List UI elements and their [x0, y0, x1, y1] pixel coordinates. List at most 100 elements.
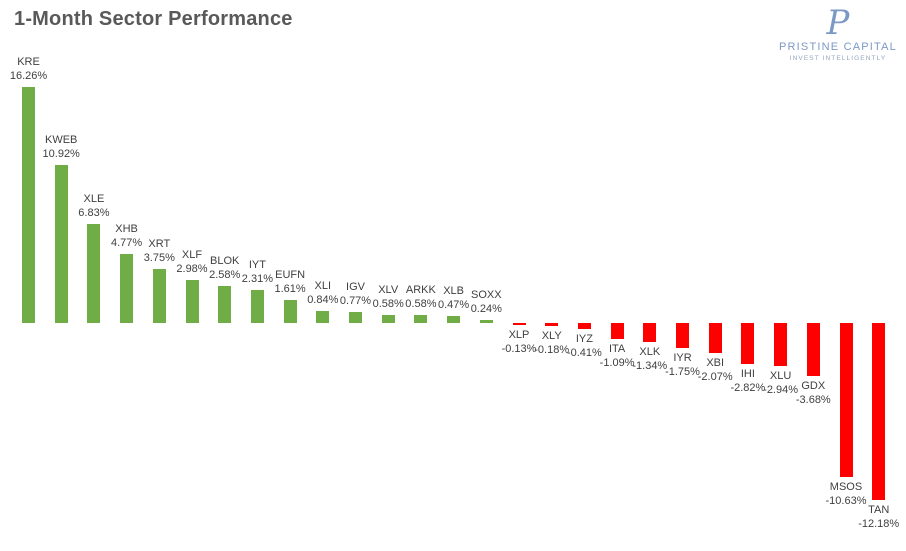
ticker-label: XLY	[541, 329, 562, 342]
bar-label-igv: IGV 0.77%	[324, 280, 388, 308]
logo-company-name: PRISTINE CAPITAL	[778, 41, 898, 53]
ticker-label: IGV	[346, 280, 365, 293]
chart-bar-arkk	[414, 314, 428, 323]
ticker-label: IYT	[248, 258, 266, 271]
chart-bar-blok	[218, 285, 232, 323]
value-label: 4.77%	[110, 236, 143, 249]
ticker-label: IHI	[740, 367, 755, 380]
ticker-label: SOXX	[471, 288, 502, 301]
bar-label-xlb: XLB 0.47%	[422, 284, 486, 312]
value-label: 0.47%	[437, 299, 470, 312]
chart-bar-xlb	[447, 316, 461, 323]
bar-label-xly: XLY -0.18%	[520, 329, 584, 357]
bar-label-kweb: KWEB 10.92%	[29, 133, 93, 161]
value-label: -0.18%	[534, 343, 570, 356]
bar-label-xlp: XLP -0.13%	[487, 328, 551, 356]
value-label: -1.34%	[632, 360, 668, 373]
ticker-label: TAN	[868, 503, 890, 516]
bar-label-soxx: SOXX 0.24%	[454, 288, 518, 316]
ticker-label: EUFN	[275, 268, 306, 281]
value-label: -1.75%	[665, 366, 700, 379]
value-label: -2.82%	[730, 381, 766, 394]
bar-label-ita: ITA -1.09%	[585, 342, 649, 370]
bar-label-iyr: IYR -1.75%	[651, 351, 715, 379]
bar-label-xli: XLI 0.84%	[291, 279, 355, 307]
ticker-label: IYR	[673, 352, 692, 365]
ticker-label: XHB	[115, 222, 138, 235]
bar-label-xlk: XLK -1.34%	[618, 345, 682, 373]
company-logo: P PRISTINE CAPITAL INVEST INTELLIGENTLY	[778, 6, 898, 63]
chart-bar-tan	[872, 323, 886, 500]
ticker-label: IYZ	[575, 332, 593, 345]
value-label: -2.94%	[763, 383, 799, 396]
value-label: 10.92%	[42, 147, 80, 160]
bar-label-tan: TAN -12.18%	[847, 503, 906, 531]
ticker-label: KRE	[17, 56, 40, 69]
chart-bar-igv	[349, 311, 362, 323]
bar-label-gdx: GDX -3.68%	[781, 379, 845, 407]
chart-bar-eufn	[283, 299, 297, 323]
bar-label-iyz: IYZ -0.41%	[552, 332, 616, 360]
chart-bar-iyr	[676, 323, 689, 349]
ticker-label: KWEB	[44, 133, 78, 146]
ticker-label: XLK	[639, 346, 661, 359]
chart-bar-iyz	[577, 323, 591, 329]
chart-bar-xlp	[512, 323, 526, 325]
ticker-label: XBI	[706, 357, 725, 369]
chart-bar-gdx	[806, 323, 820, 377]
chart-bar-xlf	[185, 279, 199, 323]
value-label: -2.07%	[697, 371, 733, 383]
chart-bar-msos	[839, 323, 853, 478]
chart-bar-xly	[545, 323, 559, 326]
ticker-label: BLOK	[210, 254, 240, 267]
ticker-label: XLE	[83, 192, 105, 205]
value-label: -0.41%	[566, 346, 602, 359]
bar-label-xrt: XRT 3.75%	[127, 237, 191, 265]
bar-label-xle: XLE 6.83%	[62, 192, 126, 220]
value-label: -1.09%	[599, 356, 635, 369]
value-label: 6.83%	[78, 206, 110, 219]
bar-label-xlv: XLV 0.58%	[356, 283, 420, 311]
chart-bar-xhb	[120, 253, 134, 323]
bar-label-kre: KRE 16.26%	[0, 55, 61, 83]
bar-label-ihi: IHI -2.82%	[716, 367, 780, 395]
chart-bar-xle	[87, 223, 101, 323]
chart-bar-xli	[316, 310, 330, 323]
chart-bar-xbi	[708, 323, 722, 353]
ticker-label: XLF	[181, 248, 203, 261]
chart-bar-ihi	[741, 323, 755, 364]
value-label: 2.31%	[241, 272, 273, 285]
value-label: 0.24%	[470, 302, 502, 315]
ticker-label: XLI	[314, 279, 332, 292]
chart-bar-xrt	[152, 268, 166, 323]
value-label: 0.77%	[339, 294, 372, 307]
chart-bar-soxx	[479, 319, 493, 323]
chart-bar-kweb	[54, 164, 68, 323]
bar-label-xbi: XBI -2.07%	[683, 356, 747, 384]
chart-bar-kre	[22, 87, 35, 323]
ticker-label: XRT	[148, 237, 171, 250]
bar-label-eufn: EUFN 1.61%	[258, 268, 322, 296]
value-label: 3.75%	[143, 251, 175, 264]
ticker-label: GDX	[801, 380, 826, 393]
value-label: -0.13%	[501, 343, 537, 355]
bar-label-iyt: IYT 2.31%	[225, 258, 289, 286]
ticker-label: XLP	[508, 329, 530, 341]
ticker-label: XLB	[443, 285, 464, 298]
ticker-label: ITA	[608, 342, 626, 355]
ticker-label: ARKK	[405, 283, 436, 296]
bar-label-xlf: XLF 2.98%	[160, 248, 224, 276]
ticker-label: XLV	[378, 283, 399, 296]
value-label: -3.68%	[795, 394, 831, 407]
chart-bar-xlv	[381, 314, 395, 323]
value-label: -10.63%	[825, 495, 867, 508]
logo-monogram-icon: P	[826, 3, 850, 43]
value-label: 0.84%	[307, 293, 339, 306]
bar-label-xlu: XLU -2.94%	[749, 369, 813, 397]
value-label: 16.26%	[9, 70, 48, 83]
bar-label-xhb: XHB 4.77%	[95, 222, 159, 250]
value-label: 0.58%	[372, 297, 404, 310]
bar-label-blok: BLOK 2.58%	[193, 254, 257, 282]
